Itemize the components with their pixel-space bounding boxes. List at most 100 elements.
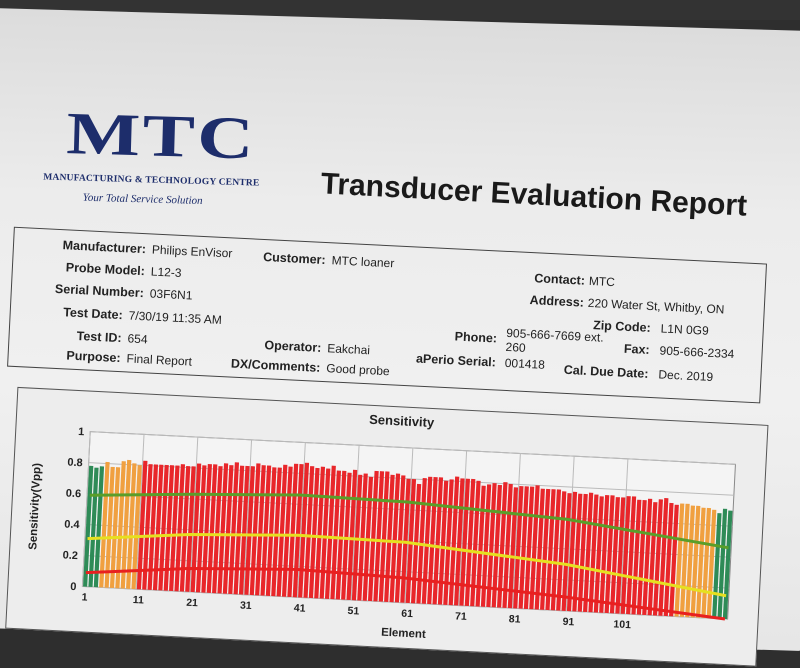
bar-element-103 [631, 499, 642, 615]
gridline-x [296, 442, 306, 598]
y-tick-label: 0.2 [62, 549, 78, 562]
test-date-label: Test Date: [62, 305, 124, 323]
bar-element-22 [195, 465, 207, 593]
x-tick-label: 51 [347, 605, 359, 618]
bar-element-50 [346, 469, 358, 601]
bar-element-68 [443, 479, 454, 605]
x-tick-label: 101 [613, 618, 631, 631]
bar-element-37 [276, 464, 288, 597]
bar-element-32 [249, 463, 261, 596]
bar-element-64 [421, 476, 433, 604]
bar-element-5 [104, 466, 115, 588]
bar-element-82 [518, 486, 529, 609]
sensitivity-chart: Sensitivity 0 0.2 0.4 0.6 0.8 1 1 11 21 31 41 51 61 7… [5, 386, 769, 667]
contact-value: MTC [588, 273, 616, 290]
bar-element-65 [427, 476, 438, 605]
bar-element-24 [206, 464, 218, 593]
purpose-label: Purpose: [66, 348, 121, 366]
bar-element-18 [174, 464, 186, 592]
bar-element-39 [287, 463, 299, 598]
bar-element-106 [647, 502, 658, 616]
bar-element-48 [335, 470, 347, 600]
bar-element-46 [324, 465, 336, 599]
customer-label: Customer: [262, 249, 326, 268]
y-tick-label: 1 [78, 426, 85, 438]
serial-number-value: 03F6N1 [149, 286, 193, 303]
bar-element-20 [185, 466, 196, 592]
bar-element-17 [169, 465, 180, 592]
aperio-serial-value: 001418 [504, 355, 546, 372]
bar-element-99 [609, 497, 620, 614]
bar-element-97 [599, 494, 610, 613]
bar-element-77 [491, 484, 503, 608]
bar-element-75 [480, 484, 492, 607]
test-date-value: 7/30/19 11:35 AM [128, 308, 223, 328]
bar-element-51 [351, 474, 363, 601]
x-tick-label: 31 [240, 599, 252, 612]
bar-element-80 [507, 487, 519, 609]
bar-element-34 [260, 465, 272, 596]
bar-element-27 [222, 465, 234, 594]
operator-value: Eakchai [327, 341, 371, 358]
y-tick-label: 0 [70, 581, 77, 593]
bar-element-55 [373, 471, 385, 602]
bar-element-7 [115, 461, 126, 589]
bar-element-109 [663, 502, 674, 617]
bar-element-47 [330, 470, 342, 600]
x-axis-label: Element [381, 627, 426, 641]
bar-element-72 [464, 478, 476, 607]
y-axis-label: Sensitivity(Vpp) [27, 463, 43, 551]
x-tick-label: 91 [562, 616, 574, 629]
bar-element-52 [357, 473, 368, 601]
bar-element-81 [513, 485, 524, 609]
report-page: MTC MANUFACTURING & TECHNOLOGY CENTRE Yo… [0, 8, 800, 667]
contact-label: Contact: [533, 271, 586, 288]
bar-element-70 [453, 478, 465, 606]
bar-element-74 [475, 485, 486, 607]
bar-element-98 [604, 495, 615, 614]
bar-element-56 [378, 471, 390, 602]
test-id-value: 654 [127, 331, 148, 347]
bar-element-8 [120, 459, 132, 589]
bar-element-79 [502, 483, 513, 608]
gridline-x [619, 458, 629, 614]
y-tick-label: 0.4 [64, 518, 81, 531]
logo-company-name: MANUFACTURING & TECHNOLOGY CENTRE [43, 172, 260, 189]
x-tick-label: 81 [509, 613, 521, 626]
bar-element-87 [545, 489, 556, 611]
bar-element-61 [405, 478, 417, 604]
bar-element-4 [99, 461, 110, 588]
x-tick-label: 11 [132, 594, 144, 607]
gridline-x [81, 431, 91, 587]
bar-element-33 [255, 465, 266, 596]
bar-element-35 [265, 467, 277, 596]
bar-element-54 [367, 470, 379, 602]
bar-element-30 [238, 465, 250, 595]
purpose-value: Final Report [126, 351, 193, 369]
bar-element-105 [642, 498, 653, 616]
x-tick-label: 21 [186, 597, 198, 610]
limit-line-0 [89, 492, 729, 550]
bar-element-107 [652, 499, 663, 616]
bar-element-66 [432, 477, 444, 605]
y-tick-label: 0.6 [65, 488, 81, 501]
bar-element-73 [470, 480, 481, 607]
bar-element-57 [384, 474, 395, 602]
bar-element-43 [308, 467, 320, 599]
x-tick-label: 71 [455, 610, 467, 623]
bar-element-59 [394, 475, 406, 603]
x-tick-label: 1 [81, 591, 88, 603]
bar-element-36 [271, 467, 282, 597]
cal-due-date-value: Dec. 2019 [658, 367, 714, 385]
chart-svg: 00.20.40.60.811 11 21 31 41 51 61 71 81 91 101Sens… [27, 426, 736, 641]
bar-element-49 [341, 472, 352, 600]
bar-element-100 [615, 497, 626, 614]
y-tick-label: 0.8 [67, 457, 83, 470]
bar-element-25 [212, 466, 223, 594]
bar-element-90 [561, 493, 572, 611]
bar-element-120 [722, 510, 733, 620]
x-tick-label: 61 [401, 608, 413, 621]
address-value: 220 Water St, Whitby, ON [587, 295, 725, 317]
gridline-x [135, 434, 145, 590]
bar-element-29 [233, 465, 245, 595]
